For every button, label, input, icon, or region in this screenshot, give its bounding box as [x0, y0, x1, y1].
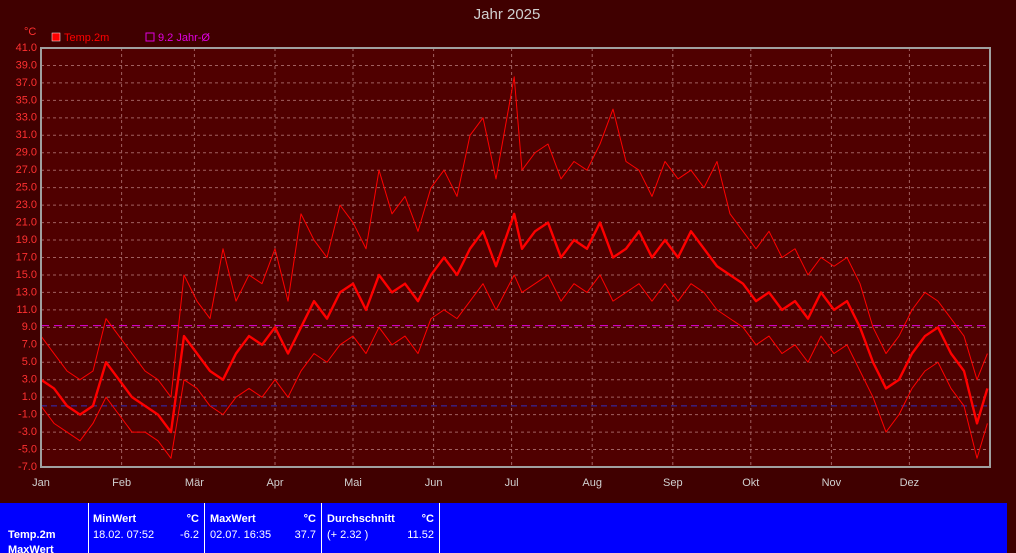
y-tick-label: 25.0: [16, 182, 37, 194]
x-tick-label: Sep: [663, 477, 683, 489]
x-tick-label: Jul: [505, 477, 519, 489]
y-tick-label: 11.0: [16, 304, 37, 316]
legend-label: Temp.2m: [64, 32, 109, 44]
chart-title: Jahr 2025: [474, 6, 541, 23]
x-tick-label: Apr: [266, 477, 283, 489]
y-tick-label: 29.0: [16, 147, 37, 159]
x-tick-label: Jun: [425, 477, 443, 489]
x-tick-label: Nov: [822, 477, 842, 489]
y-tick-label: 27.0: [16, 164, 37, 176]
y-tick-label: 31.0: [16, 129, 37, 141]
stats-cell: Durchschnitt °C (+ 2.32 ) 11.52: [322, 503, 440, 553]
y-tick-label: 3.0: [22, 374, 37, 386]
y-tick-label: -7.0: [18, 461, 37, 473]
legend-label: 9.2 Jahr-Ø: [158, 32, 210, 44]
column-unit: °C: [303, 513, 316, 525]
column-value: -6.2: [180, 529, 199, 541]
y-tick-label: 15.0: [16, 269, 37, 281]
y-tick-label: 1.0: [22, 391, 37, 403]
y-tick-label: 9.0: [22, 321, 37, 333]
column-value: 11.52: [407, 529, 434, 541]
line-max: [40, 76, 988, 398]
column-value: 37.7: [294, 529, 316, 541]
y-unit: °C: [24, 26, 36, 38]
column-title: Durchschnitt: [327, 513, 395, 525]
stats-cell: MaxWert °C 02.07. 16:35 37.7: [205, 503, 322, 553]
y-tick-label: 19.0: [16, 234, 37, 246]
x-tick-label: Feb: [112, 477, 131, 489]
y-tick-label: 35.0: [16, 94, 37, 106]
legend-swatch: [145, 32, 155, 42]
column-when: (+ 2.32 ): [327, 529, 369, 541]
y-tick-label: 39.0: [16, 59, 37, 71]
stats-cell: MinWert °C 18.02. 07:52 -6.2: [88, 503, 205, 553]
x-tick-label: Dez: [900, 477, 920, 489]
column-when: 02.07. 16:35: [210, 529, 272, 541]
line-min: [40, 274, 988, 459]
legend-swatch: [51, 32, 61, 42]
y-tick-label: -5.0: [18, 443, 37, 455]
column-title: MinWert: [93, 513, 137, 525]
x-tick-label: Mai: [344, 477, 362, 489]
y-tick-label: 5.0: [22, 356, 37, 368]
column-unit: °C: [421, 513, 434, 525]
column-title: MaxWert: [210, 513, 256, 525]
y-tick-label: 13.0: [16, 286, 37, 298]
y-tick-label: 21.0: [16, 216, 37, 228]
row-label-cell: Temp.2m MaxWert: [0, 503, 89, 553]
plot-frame: [40, 47, 991, 468]
row-label: Temp.2m: [8, 529, 56, 541]
x-tick-label: Aug: [582, 477, 602, 489]
x-tick-label: Jan: [32, 477, 50, 489]
y-tick-label: -3.0: [18, 426, 37, 438]
column-unit: °C: [186, 513, 199, 525]
x-tick-label: Okt: [742, 477, 759, 489]
y-tick-label: 23.0: [16, 199, 37, 211]
row-label: MaxWert: [8, 544, 54, 553]
line-values: [40, 212, 989, 434]
y-tick-label: 37.0: [16, 77, 37, 89]
x-tick-label: Mär: [185, 477, 204, 489]
chart: Jahr 2025 °C -7.0 -5.0 -3.0 -1.0 1.0 3.0 5.0 7.…: [16, 6, 991, 489]
column-when: 18.02. 07:52: [93, 529, 155, 541]
y-tick-label: 41.0: [16, 42, 37, 54]
y-tick-label: 33.0: [16, 112, 37, 124]
y-tick-label: -1.0: [18, 409, 37, 421]
stats-table: Temp.2m MaxWert MinWert °C 18.02. 07:52 -6.2 M…: [0, 503, 1007, 553]
y-tick-label: 7.0: [22, 339, 37, 351]
y-tick-label: 17.0: [16, 251, 37, 263]
